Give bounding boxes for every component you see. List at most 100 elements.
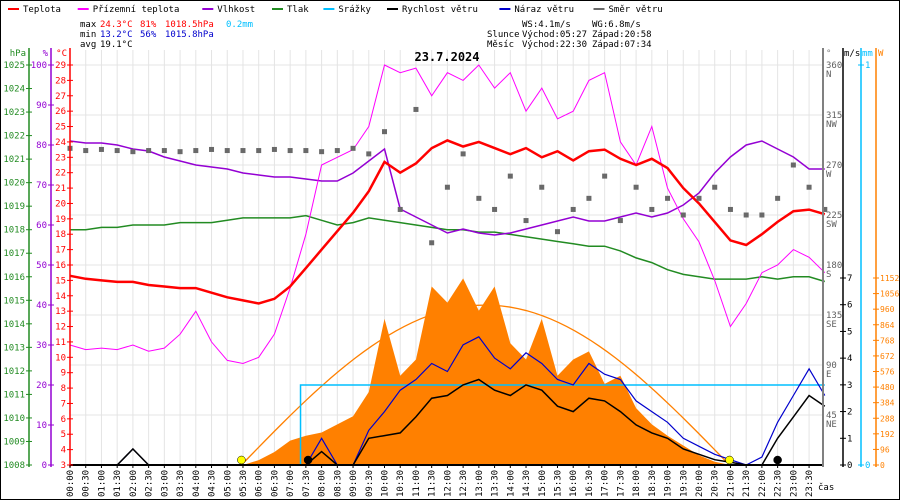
wind-direction-point	[790, 162, 796, 168]
x-tick-label: 19:30	[679, 470, 689, 497]
x-tick-label: 18:30	[648, 470, 658, 497]
humidity-tick-label: 20	[36, 381, 47, 391]
x-tick-label: 11:30	[428, 470, 438, 497]
stat-max-rain: 0.2mm	[226, 20, 253, 30]
x-tick-label: 19:00	[664, 470, 674, 497]
wind-direction-point	[476, 195, 482, 201]
x-tick-label: 14:00	[506, 470, 516, 497]
wind-direction-point	[460, 151, 466, 157]
sun-rise: Východ:05:27	[522, 30, 587, 40]
wind-direction-point	[193, 148, 199, 154]
direction-tick-compass: N	[826, 70, 831, 80]
direction-tick-label: 90	[826, 361, 837, 371]
stat-min-press: 1015.8hPa	[165, 30, 214, 40]
stat-max-press: 1018.5hPa	[165, 20, 214, 30]
pressure-tick-label: 1020	[3, 179, 25, 189]
direction-tick-compass: S	[826, 270, 831, 280]
x-tick-label: 00:30	[82, 470, 92, 497]
wind-direction-point	[429, 240, 435, 246]
temperature-tick-label: 3	[61, 461, 66, 471]
direction-unit: °	[826, 49, 831, 59]
x-tick-label: 05:00	[223, 470, 233, 497]
wind-direction-point	[98, 146, 104, 152]
stat-max-hum: 81%	[140, 20, 157, 30]
wind-direction-point	[161, 148, 167, 154]
legend-swatch	[77, 8, 89, 10]
moon-set: Západ:07:34	[592, 40, 652, 50]
wind-direction-point	[554, 229, 560, 235]
wind-direction-point	[602, 173, 608, 179]
temperature-tick-label: 6	[61, 415, 66, 425]
direction-tick-label: 45	[826, 411, 837, 421]
direction-tick-label: 225	[826, 211, 842, 221]
wind-direction-point	[523, 218, 529, 224]
wind-direction-point	[775, 195, 781, 201]
legend: Teplota Přízemní teplota Vlhkost Tlak Srážky…	[8, 5, 663, 15]
humidity-tick-label: 10	[36, 421, 47, 431]
x-tick-label: 05:30	[239, 470, 249, 497]
pressure-tick-label: 1022	[3, 132, 25, 142]
sun-marker	[725, 455, 734, 465]
temperature-tick-label: 11	[55, 338, 66, 348]
temperature-tick-label: 10	[55, 353, 66, 363]
legend-item-3: Tlak	[287, 5, 309, 15]
direction-tick-label: 270	[826, 161, 842, 171]
direction-tick-compass: W	[826, 170, 832, 180]
x-tick-label: 07:00	[286, 470, 296, 497]
wind-direction-point	[130, 149, 136, 155]
series-vlhkost	[69, 140, 825, 236]
wind-direction-point	[271, 146, 277, 152]
wind-direction-point	[114, 148, 120, 154]
pressure-tick-label: 1019	[3, 202, 25, 212]
legend-swatch	[8, 8, 19, 10]
temperature-tick-label: 14	[55, 292, 66, 302]
pressure-tick-label: 1013	[3, 343, 25, 353]
stat-min-temp: 13.2°C	[100, 30, 133, 40]
pressure-tick-label: 1017	[3, 249, 25, 259]
wind-direction-point	[413, 106, 419, 112]
temperature-tick-label: 7	[61, 399, 66, 409]
x-tick-label: 23:00	[789, 470, 799, 497]
wind-direction-point	[570, 206, 576, 212]
solar-tick-label: 1056	[880, 290, 899, 299]
wind-direction-point	[492, 206, 498, 212]
stat-min-label: min	[80, 30, 96, 40]
x-axis-label: čas	[818, 482, 834, 493]
series-teplota	[69, 139, 826, 305]
wind-tick-label: 1	[847, 434, 852, 444]
moon-rise: Východ:22:30	[522, 40, 587, 50]
temperature-tick-label: 17	[55, 246, 66, 256]
wind-direction-point	[397, 206, 403, 212]
wind-direction-point	[822, 206, 828, 212]
x-tick-label: 03:30	[176, 470, 186, 497]
stat-max-label: max	[80, 20, 97, 30]
x-tick-label: 12:00	[443, 470, 453, 497]
temperature-tick-label: 23	[55, 153, 66, 163]
x-tick-label: 07:30	[302, 470, 312, 497]
temperature-tick-label: 20	[55, 199, 66, 209]
wind-tick-label: 0	[847, 461, 852, 471]
temperature-tick-label: 24	[55, 138, 66, 148]
x-tick-label: 06:00	[255, 470, 265, 497]
pressure-tick-label: 1016	[3, 273, 25, 283]
wind-direction-point	[303, 148, 309, 154]
x-tick-label: 15:30	[553, 470, 563, 497]
wind-tick-label: 3	[847, 381, 852, 391]
moon-marker	[773, 455, 782, 465]
pressure-tick-label: 1009	[3, 437, 25, 447]
legend-swatch	[387, 8, 398, 10]
solar-tick-label: 1152	[880, 274, 899, 283]
wind-direction-point	[680, 212, 686, 218]
pressure-tick-label: 1010	[3, 414, 25, 424]
direction-tick-compass: SW	[826, 220, 837, 230]
wind-direction-point	[649, 206, 655, 212]
x-tick-label: 10:00	[381, 470, 391, 497]
direction-tick-compass: SE	[826, 320, 837, 330]
sun-set: Západ:20:58	[592, 30, 652, 40]
axes: hPa1008100910101011101210131014101510161…	[3, 48, 899, 497]
wind-direction-point	[350, 145, 356, 151]
x-tick-label: 04:00	[192, 470, 202, 497]
wind-direction-point	[586, 195, 592, 201]
pressure-tick-label: 1023	[3, 108, 25, 118]
solar-tick-label: 672	[880, 352, 895, 361]
